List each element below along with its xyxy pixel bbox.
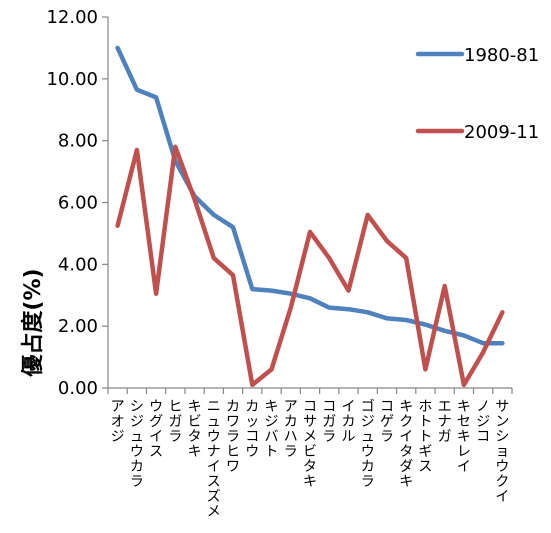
series-layer	[115, 45, 505, 388]
labels-layer: 0.00 2.00 4.00 6.00 8.00 10.00 12.00 アオジシジュウカラウ…	[20, 7, 509, 520]
x-category-label: ノジコ	[476, 399, 490, 445]
x-category-label: エナガ	[438, 399, 452, 445]
y-tick-label: 8.00	[58, 131, 98, 152]
y-tick-label: 2.00	[58, 316, 98, 337]
x-category-label: キセキレイ	[457, 399, 471, 475]
y-tick-label: 4.00	[58, 254, 98, 275]
x-category-label: アカハラ	[284, 399, 298, 460]
x-category-label: ホトトギス	[418, 399, 432, 475]
y-tick-label: 12.00	[46, 7, 98, 28]
x-category-label: コサメビタキ	[303, 399, 317, 490]
x-category-label: アオジ	[111, 399, 125, 445]
x-category-label: キクイタダキ	[399, 399, 413, 490]
axes-layer	[102, 16, 513, 394]
x-category-label: ウグイス	[149, 399, 163, 460]
x-category-label: コガラ	[322, 399, 336, 445]
x-category-label: コゲラ	[380, 399, 394, 445]
x-category-label: サンショウクイ	[495, 399, 509, 505]
y-axis-label: 優占度(%)	[20, 268, 46, 377]
x-category-label: カワラヒワ	[226, 399, 240, 475]
legend: 1980-81 2009-11	[415, 45, 539, 143]
y-tick-label: 6.00	[58, 193, 98, 214]
x-category-label: ニュウナイスズメ	[207, 399, 221, 520]
x-category-label: ゴジュウカラ	[361, 398, 375, 490]
series-line-1980-81	[115, 45, 505, 346]
x-category-label: カッコウ	[245, 399, 259, 460]
y-tick-label: 10.00	[46, 69, 98, 90]
x-category-label: キビタキ	[188, 399, 202, 460]
x-category-label: シジュウカラ	[130, 399, 144, 490]
x-category-label: ヒガラ	[168, 399, 182, 445]
x-category-label: イカル	[341, 399, 355, 445]
legend-label: 1980-81	[464, 45, 539, 66]
series-line-2009-11	[115, 144, 505, 388]
x-category-label: キジバト	[265, 399, 279, 460]
y-tick-label: 0.00	[58, 378, 98, 399]
legend-label: 2009-11	[464, 122, 539, 143]
